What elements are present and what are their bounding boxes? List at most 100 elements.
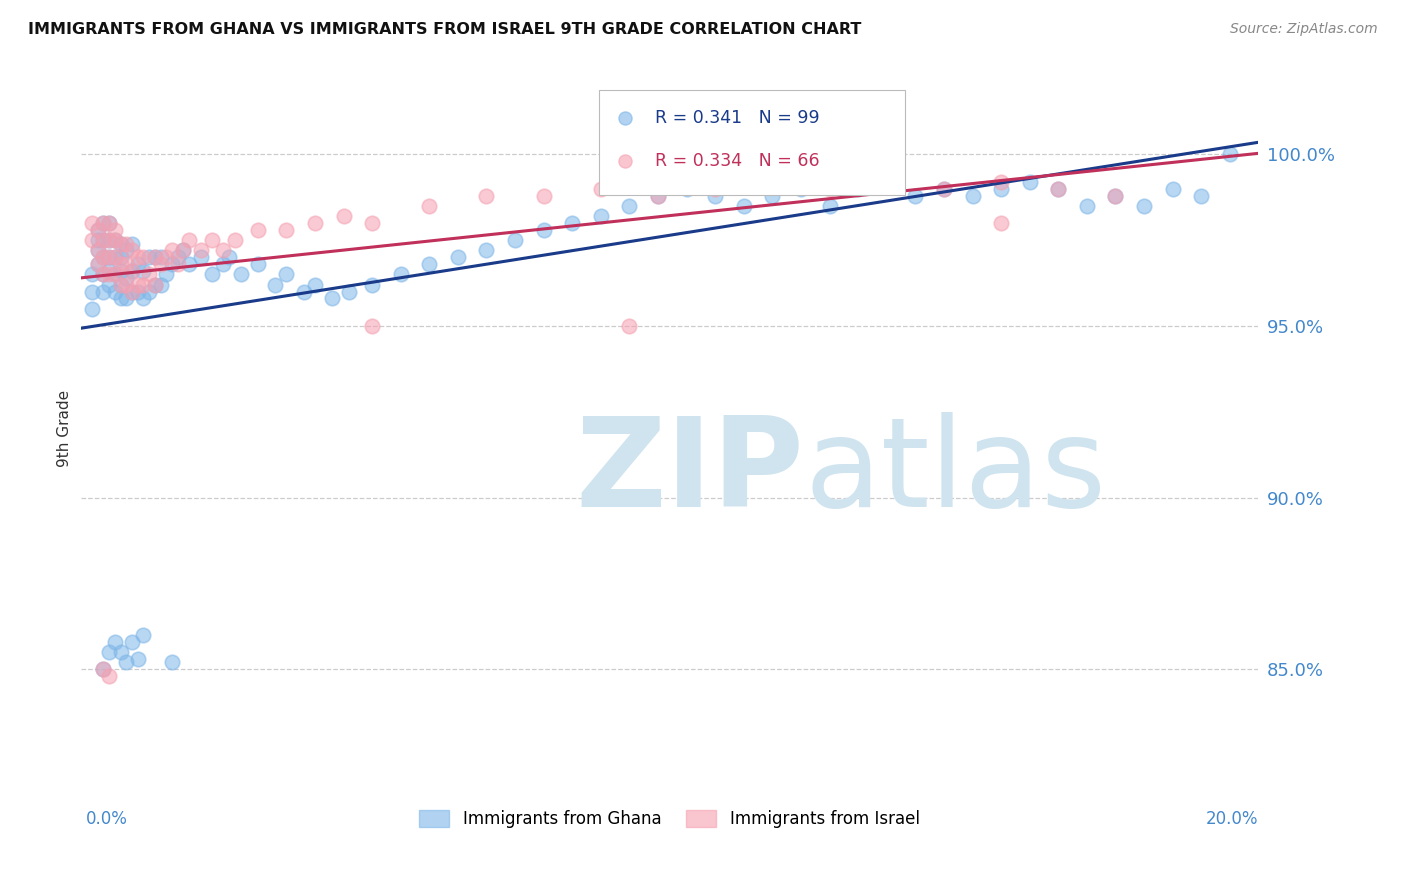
Point: [246, 257, 269, 271]
Point: [110, 264, 132, 278]
Point: [160, 655, 183, 669]
Point: [229, 268, 252, 282]
Point: [132, 292, 155, 306]
Point: [86, 244, 108, 258]
Point: [190, 244, 212, 258]
Point: [93, 250, 115, 264]
Point: [121, 244, 143, 258]
Point: [932, 181, 955, 195]
Point: [361, 216, 384, 230]
Point: [990, 175, 1012, 189]
Point: [104, 250, 127, 264]
Point: [98, 277, 121, 292]
Point: [1076, 199, 1098, 213]
Point: [201, 268, 224, 282]
Point: [104, 268, 127, 282]
Point: [990, 216, 1012, 230]
Point: [155, 250, 177, 264]
Point: [98, 250, 121, 264]
Point: [149, 257, 172, 271]
Point: [143, 277, 166, 292]
Point: [790, 181, 813, 195]
Text: atlas: atlas: [804, 411, 1107, 533]
Point: [104, 250, 127, 264]
Point: [93, 285, 115, 299]
Point: [93, 233, 115, 247]
Point: [121, 236, 143, 251]
Point: [1104, 188, 1126, 202]
Point: [876, 175, 898, 189]
Point: [143, 250, 166, 264]
Point: [93, 233, 115, 247]
Point: [86, 257, 108, 271]
Point: [143, 277, 166, 292]
Point: [80, 268, 103, 282]
Point: [149, 250, 172, 264]
Point: [127, 250, 149, 264]
Point: [98, 669, 121, 683]
Point: [132, 264, 155, 278]
Point: [132, 277, 155, 292]
Point: [132, 628, 155, 642]
Point: [115, 655, 138, 669]
Point: [115, 244, 138, 258]
Point: [761, 188, 783, 202]
Point: [93, 662, 115, 676]
Point: [86, 257, 108, 271]
Point: [619, 318, 641, 333]
Point: [98, 645, 121, 659]
Point: [138, 268, 160, 282]
Point: [761, 175, 783, 189]
Point: [1047, 181, 1070, 195]
Point: [818, 181, 841, 195]
Point: [86, 233, 108, 247]
Point: [212, 257, 235, 271]
Point: [172, 244, 194, 258]
Point: [876, 175, 898, 189]
Point: [115, 257, 138, 271]
Point: [503, 233, 526, 247]
Point: [589, 181, 612, 195]
Point: [561, 216, 583, 230]
Point: [110, 277, 132, 292]
Point: [733, 199, 755, 213]
Point: [104, 223, 127, 237]
Legend: Immigrants from Ghana, Immigrants from Israel: Immigrants from Ghana, Immigrants from I…: [412, 804, 927, 835]
Point: [98, 264, 121, 278]
Point: [904, 188, 927, 202]
Point: [127, 285, 149, 299]
Point: [1219, 147, 1241, 161]
Point: [115, 277, 138, 292]
Point: [962, 188, 984, 202]
Point: [127, 257, 149, 271]
Point: [589, 209, 612, 223]
Point: [98, 216, 121, 230]
Point: [98, 216, 121, 230]
Point: [475, 244, 498, 258]
Point: [160, 244, 183, 258]
Text: 0.0%: 0.0%: [86, 810, 128, 828]
Text: IMMIGRANTS FROM GHANA VS IMMIGRANTS FROM ISRAEL 9TH GRADE CORRELATION CHART: IMMIGRANTS FROM GHANA VS IMMIGRANTS FROM…: [28, 22, 862, 37]
Point: [704, 188, 727, 202]
Point: [418, 199, 440, 213]
Point: [224, 233, 246, 247]
Point: [1161, 181, 1184, 195]
Point: [533, 188, 555, 202]
Point: [121, 285, 143, 299]
Point: [110, 292, 132, 306]
Point: [115, 236, 138, 251]
Point: [190, 250, 212, 264]
Point: [218, 250, 240, 264]
Point: [104, 634, 127, 648]
Point: [475, 188, 498, 202]
Point: [1018, 175, 1040, 189]
Point: [93, 662, 115, 676]
Point: [121, 264, 143, 278]
Point: [110, 236, 132, 251]
Point: [143, 250, 166, 264]
Text: Source: ZipAtlas.com: Source: ZipAtlas.com: [1230, 22, 1378, 37]
Point: [1104, 188, 1126, 202]
Text: R = 0.341   N = 99: R = 0.341 N = 99: [655, 109, 820, 127]
Point: [80, 216, 103, 230]
Point: [304, 277, 326, 292]
